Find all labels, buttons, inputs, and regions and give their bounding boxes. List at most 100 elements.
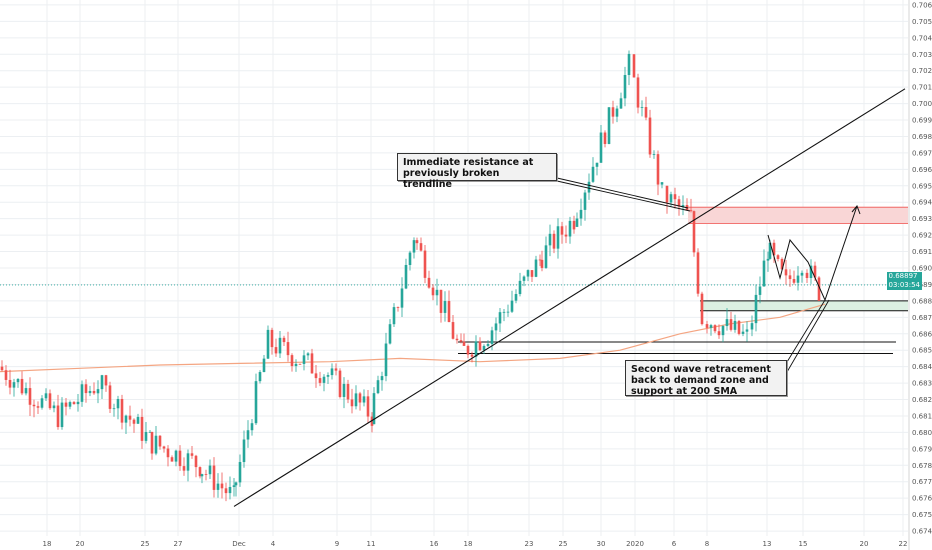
x-tick-label: 13 (763, 540, 772, 548)
candle-body (170, 457, 174, 462)
candle-body (439, 289, 443, 313)
candle-body (96, 389, 100, 394)
candle-body (462, 341, 466, 346)
candle-body (591, 166, 595, 182)
resistance-callout[interactable]: Immediate resistance at previously broke… (397, 153, 557, 190)
candle-body (52, 405, 56, 409)
candle-body (140, 416, 144, 441)
candle-body (443, 301, 447, 313)
candle-body (330, 368, 334, 376)
x-tick-label: 22 (899, 540, 908, 548)
candle-body (518, 280, 522, 295)
x-axis[interactable]: 18 20 25 27 Dec 4 9 11 16 18 23 25 30 2020 6 8 13 15 20 22 (43, 540, 908, 548)
drawings-layer (233, 88, 906, 507)
candle-body (776, 255, 780, 259)
y-tick-label: 0.68000 (912, 429, 932, 437)
candle-body (144, 431, 148, 441)
candle-body (270, 329, 274, 348)
candle-body (108, 385, 112, 409)
candle-body (56, 405, 60, 428)
retracement-callout[interactable]: Second wave retracement back to demand z… (625, 360, 787, 397)
candle-body (544, 245, 548, 268)
candle-body (415, 240, 419, 244)
candle-body (660, 182, 664, 185)
candle-body (380, 376, 384, 381)
candle-body (796, 275, 800, 283)
candle-body (266, 329, 270, 359)
candle-body (174, 450, 178, 462)
candle-body (4, 370, 8, 380)
candle-body (455, 338, 459, 341)
candle-body (238, 462, 242, 483)
candle-body (689, 210, 693, 212)
candle-body (431, 287, 435, 296)
candle-body (717, 331, 721, 336)
candle-body (611, 107, 615, 117)
candle-body (741, 331, 745, 334)
candle-body (514, 294, 518, 301)
candle-body (762, 260, 766, 287)
candle-body (510, 300, 514, 312)
y-tick-label: 0.68700 (912, 314, 932, 322)
candle-body (648, 117, 652, 155)
candle-body (396, 307, 400, 308)
resistance-zone (688, 207, 908, 224)
retracement-callout-text: Second wave retracement back to demand z… (631, 364, 771, 397)
candle-body (813, 265, 817, 278)
y-tick-label: 0.70300 (912, 51, 932, 59)
candle-body (372, 393, 376, 425)
candle-body (342, 383, 346, 397)
candle-body (640, 107, 644, 108)
candles-layer (0, 50, 821, 502)
candle-body (534, 259, 538, 277)
candle-body (124, 415, 128, 423)
tradingview-watermark (822, 521, 868, 533)
x-tick-label: 2020 (626, 540, 644, 548)
candle-body (274, 347, 278, 354)
candle-body (298, 363, 302, 365)
candle-body (427, 277, 431, 288)
y-tick-label: 0.67900 (912, 445, 932, 453)
candle-body (228, 486, 232, 494)
candle-body (166, 448, 170, 458)
candle-body (800, 272, 804, 276)
y-axis[interactable]: 0.67400 0.67500 0.67600 0.67700 0.67800 0.679… (912, 1, 932, 535)
candle-body (498, 312, 502, 324)
candle-body (116, 398, 120, 409)
candle-body (768, 242, 772, 259)
candle-body (745, 329, 749, 332)
candle-body (194, 455, 198, 468)
candle-body (20, 378, 24, 394)
candle-body (204, 474, 208, 475)
candle-body (182, 466, 186, 471)
x-tick-label: 25 (559, 540, 568, 548)
candle-body (556, 226, 560, 249)
candle-body (656, 154, 660, 185)
candle-body (809, 265, 813, 278)
y-tick-label: 0.70500 (912, 18, 932, 26)
candle-body (733, 320, 737, 330)
candle-body (322, 376, 326, 383)
x-tick-label: 8 (705, 540, 709, 548)
candle-body (76, 401, 80, 405)
y-tick-label: 0.68400 (912, 363, 932, 371)
y-tick-label: 0.70600 (912, 1, 932, 9)
candle-body (583, 192, 587, 210)
candle-body (540, 259, 544, 268)
candle-body (404, 264, 408, 289)
candle-body (530, 270, 534, 277)
resistance-callout-text: Immediate resistance at previously broke… (403, 157, 534, 190)
candle-body (358, 393, 362, 403)
candle-body (84, 384, 88, 394)
candle-body (318, 378, 322, 383)
x-tick-label: 27 (174, 540, 183, 548)
candle-body (208, 465, 212, 475)
candle-body (564, 234, 568, 237)
candle-body (447, 301, 451, 323)
candle-body (16, 378, 20, 383)
candle-body (136, 416, 140, 424)
candle-body (713, 325, 717, 332)
candle-body (784, 269, 788, 276)
candle-body (100, 375, 104, 390)
